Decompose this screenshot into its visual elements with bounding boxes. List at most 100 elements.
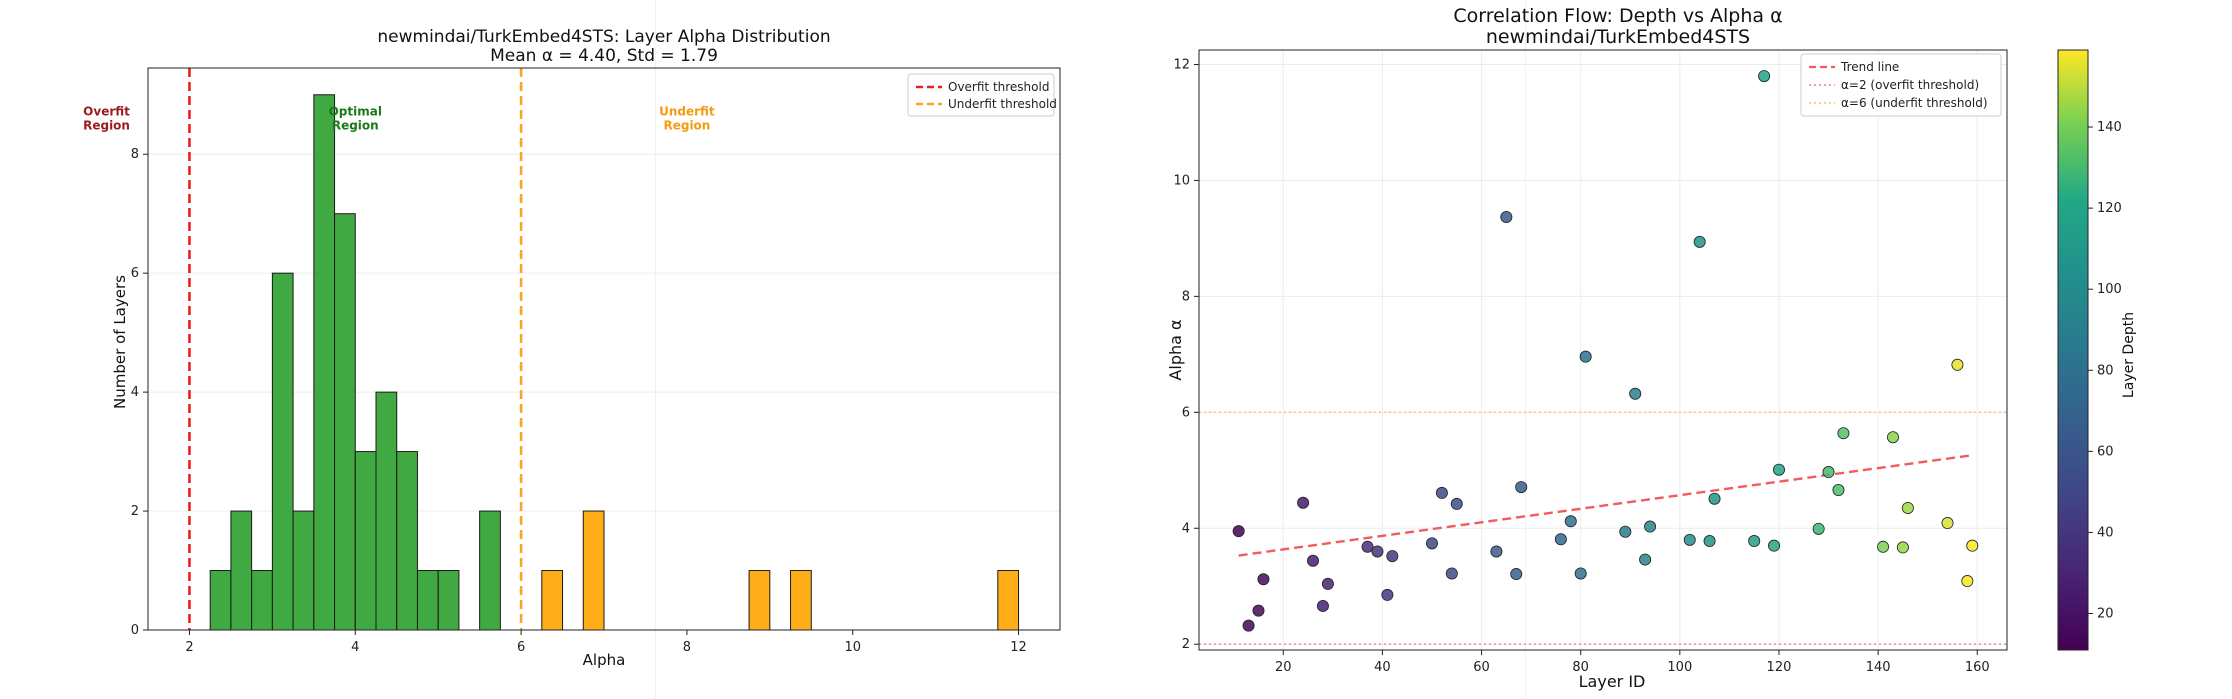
hist-y-tick-label: 6: [131, 266, 139, 281]
scatter-point: [1252, 604, 1265, 617]
hist-y-ticks: 0 2 4 6 8: [131, 147, 148, 638]
scatter-point: [1490, 545, 1503, 558]
scatter-point: [1941, 517, 1954, 530]
hist-bar: [541, 570, 564, 631]
hist-x-axis-label: Alpha: [583, 651, 626, 669]
scatter-x-ticks: 20 40 60 80 100 120 140 160: [1275, 650, 1990, 675]
scatter-point: [1500, 210, 1513, 223]
hist-bar: [437, 570, 460, 631]
scatter-point: [1510, 568, 1523, 581]
scatter-point: [1758, 70, 1771, 83]
hist-subtitle: Mean α = 4.40, Std = 1.79: [490, 46, 718, 66]
hist-x-tick-label: 2: [185, 640, 193, 655]
hist-bar: [396, 451, 418, 631]
scatter-point: [1554, 533, 1567, 546]
scatter-x-tick-label: 40: [1374, 660, 1391, 675]
scatter-point: [1629, 387, 1642, 400]
hist-plot-frame: [147, 67, 1061, 631]
hist-bar: [230, 510, 253, 631]
scatter-point: [1435, 486, 1448, 499]
hist-bar: [748, 570, 771, 631]
hist-region-annotation: Region: [83, 119, 130, 133]
hist-y-tick-label: 8: [131, 147, 139, 162]
scatter-point: [1425, 537, 1438, 550]
scatter-trend-line: [1238, 454, 1973, 557]
scatter-point: [1361, 540, 1374, 553]
hist-y-tick-label: 2: [131, 504, 139, 519]
hist-region-annotation: Region: [663, 119, 710, 133]
hist-region-annotation: Underfit: [659, 105, 715, 119]
scatter-plot-frame: [1198, 49, 2008, 651]
hist-legend-label: Overfit threshold: [948, 80, 1049, 94]
scatter-point: [1966, 539, 1979, 552]
scatter-point: [1445, 567, 1458, 580]
scatter-point: [1242, 619, 1255, 632]
scatter-x-tick-label: 80: [1572, 660, 1589, 675]
hist-x-tick-label: 6: [517, 640, 525, 655]
hist-x-tick-label: 8: [683, 640, 691, 655]
hist-x-tick-label: 4: [351, 640, 359, 655]
hist-y-tick-label: 4: [131, 385, 139, 400]
hist-legend-box: [907, 73, 1055, 117]
panel-divider-center: [1525, 0, 1526, 699]
depth-alpha-scatter-chart: Correlation Flow: Depth vs Alpha α newmi…: [1166, 5, 2137, 691]
scatter-point: [1772, 463, 1785, 476]
scatter-point: [1381, 588, 1394, 601]
scatter-x-tick-label: 160: [1965, 660, 1990, 675]
hist-bar: [375, 391, 398, 631]
hist-bar: [292, 510, 315, 631]
scatter-point: [1450, 497, 1463, 510]
scatter-point: [1564, 515, 1577, 528]
panel-divider-left: [655, 0, 656, 699]
scatter-point: [1316, 599, 1329, 612]
hist-legend: Overfit threshold Underfit threshold: [907, 73, 1057, 117]
hist-title: newmindai/TurkEmbed4STS: Layer Alpha Dis…: [377, 27, 830, 47]
alpha-histogram-chart: newmindai/TurkEmbed4STS: Layer Alpha Dis…: [83, 27, 1061, 669]
scatter-point: [1257, 573, 1270, 586]
hist-bar: [479, 510, 501, 631]
hist-bar: [334, 213, 356, 631]
scatter-x-tick-label: 100: [1667, 660, 1692, 675]
scatter-subtitle: newmindai/TurkEmbed4STS: [1486, 26, 1750, 48]
scatter-points: [1232, 70, 1979, 632]
scatter-point: [1321, 577, 1334, 590]
hist-region-annotation: Region: [332, 119, 379, 133]
scatter-x-tick-label: 60: [1473, 660, 1490, 675]
scatter-y-tick-label: 2: [1182, 637, 1190, 652]
hist-bar: [416, 570, 439, 631]
colorbar-gradient: [2057, 49, 2089, 651]
scatter-legend-label: Trend line: [1840, 60, 1899, 74]
colorbar-tick-label: 20: [2097, 607, 2114, 622]
hist-bar: [582, 510, 605, 631]
scatter-legend-label: α=6 (underfit threshold): [1841, 96, 1988, 110]
scatter-point: [1822, 466, 1835, 479]
scatter-legend-label: α=2 (overfit threshold): [1841, 78, 1979, 92]
scatter-point: [1896, 541, 1909, 554]
scatter-point: [1812, 522, 1825, 535]
hist-bar: [209, 570, 232, 631]
hist-y-axis-label: Number of Layers: [111, 275, 129, 409]
scatter-point: [1748, 535, 1761, 548]
scatter-legend: Trend line α=2 (overfit threshold) α=6 (un…: [1800, 53, 2002, 117]
hist-region-annotation: Overfit: [83, 105, 130, 119]
hist-bar: [251, 570, 273, 631]
scatter-point: [1574, 567, 1587, 580]
hist-threshold-lines: [188, 68, 523, 630]
scatter-point: [1515, 481, 1528, 494]
scatter-point: [1371, 545, 1384, 558]
scatter-x-tick-label: 140: [1866, 660, 1891, 675]
scatter-point: [1619, 525, 1632, 538]
scatter-y-ticks: 2 4 6 8 10 12: [1173, 57, 1199, 652]
colorbar-tick-label: 100: [2097, 282, 2122, 297]
hist-x-ticks: 2 4 6 8 10 12: [185, 630, 1027, 655]
scatter-point: [1693, 235, 1706, 248]
scatter-point: [1232, 525, 1245, 538]
scatter-point: [1961, 575, 1974, 588]
scatter-title: Correlation Flow: Depth vs Alpha α: [1453, 5, 1782, 27]
scatter-point: [1579, 350, 1592, 363]
colorbar-tick-label: 120: [2097, 201, 2122, 216]
hist-x-tick-label: 12: [1010, 640, 1027, 655]
colorbar-label: Layer Depth: [2121, 312, 2137, 398]
scatter-point: [1644, 520, 1657, 533]
